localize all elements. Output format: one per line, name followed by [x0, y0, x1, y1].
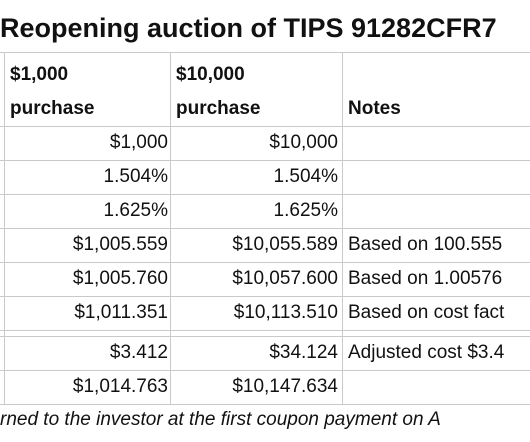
cell-row2-1000[interactable]: 1.504%	[103, 166, 168, 187]
header-10000-line2[interactable]: purchase	[176, 98, 261, 119]
grid-line	[0, 330, 530, 331]
cell-row7-1000[interactable]: $3.412	[109, 342, 168, 363]
grid-line	[0, 370, 530, 371]
footer-note: rned to the investor at the first coupon…	[0, 409, 441, 430]
grid-line	[0, 194, 530, 195]
cell-row7-10000[interactable]: $34.124	[269, 342, 338, 363]
grid-line	[342, 52, 343, 404]
cell-row6-1000[interactable]: $1,011.351	[74, 302, 168, 323]
cell-row7-notes[interactable]: Adjusted cost $3.4	[348, 342, 505, 363]
grid-line	[0, 404, 530, 405]
cell-row2-10000[interactable]: 1.504%	[273, 166, 338, 187]
cell-row3-10000[interactable]: 1.625%	[273, 200, 338, 221]
grid-line	[0, 336, 530, 337]
grid-line	[0, 126, 530, 127]
cell-row5-10000[interactable]: $10,057.600	[232, 268, 338, 289]
cell-row6-notes[interactable]: Based on cost fact	[348, 302, 505, 323]
cell-row4-10000[interactable]: $10,055.589	[232, 234, 338, 255]
grid-line	[0, 160, 530, 161]
header-1000-line1[interactable]: $1,000	[10, 64, 69, 85]
cell-row1-10000[interactable]: $10,000	[269, 132, 338, 153]
header-10000-line1[interactable]: $10,000	[176, 64, 245, 85]
grid-line	[0, 296, 530, 297]
cell-row3-1000[interactable]: 1.625%	[103, 200, 168, 221]
cell-row4-notes[interactable]: Based on 100.555	[348, 234, 503, 255]
grid-line	[0, 228, 530, 229]
cell-row8-1000[interactable]: $1,014.763	[72, 376, 168, 397]
sheet-title: Reopening auction of TIPS 91282CFR7	[0, 13, 497, 43]
header-1000-line2[interactable]: purchase	[10, 98, 95, 119]
grid-line	[170, 52, 171, 404]
grid-line	[0, 52, 530, 53]
header-notes[interactable]: Notes	[348, 98, 401, 119]
cell-row1-1000[interactable]: $1,000	[109, 132, 168, 153]
cell-row5-notes[interactable]: Based on 1.00576	[348, 268, 503, 289]
grid-line	[4, 52, 5, 404]
cell-row4-1000[interactable]: $1,005.559	[72, 234, 168, 255]
cell-row6-10000[interactable]: $10,113.510	[233, 302, 338, 323]
grid-line	[0, 262, 530, 263]
cell-row8-10000[interactable]: $10,147.634	[232, 376, 338, 397]
cell-row5-1000[interactable]: $1,005.760	[72, 268, 168, 289]
